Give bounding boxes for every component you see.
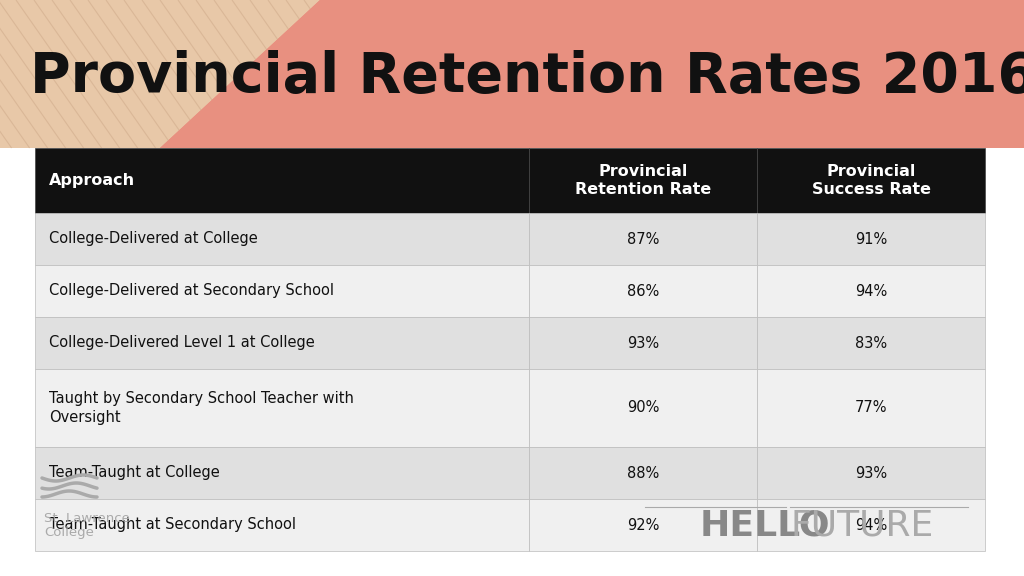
Text: Provincial Retention Rates 2016-17: Provincial Retention Rates 2016-17 <box>30 50 1024 104</box>
Bar <box>529 447 757 499</box>
Bar <box>35 369 529 447</box>
Bar <box>757 148 985 213</box>
Bar <box>757 317 985 369</box>
Text: 90%: 90% <box>627 400 659 415</box>
Text: 92%: 92% <box>627 517 659 532</box>
Bar <box>0 148 1024 576</box>
Text: Provincial
Retention Rate: Provincial Retention Rate <box>574 164 711 198</box>
Text: Provincial
Success Rate: Provincial Success Rate <box>811 164 931 198</box>
Bar <box>35 499 529 551</box>
Text: FUTURE: FUTURE <box>790 508 933 542</box>
Bar <box>529 148 757 213</box>
Text: 87%: 87% <box>627 232 659 247</box>
Text: 91%: 91% <box>855 232 887 247</box>
Bar <box>757 447 985 499</box>
Text: Approach: Approach <box>49 173 135 188</box>
Text: College-Delivered Level 1 at College: College-Delivered Level 1 at College <box>49 335 314 351</box>
Polygon shape <box>0 0 319 148</box>
Bar <box>529 265 757 317</box>
Bar <box>0 0 1024 148</box>
Bar <box>35 265 529 317</box>
Bar <box>35 317 529 369</box>
Bar <box>757 369 985 447</box>
Bar <box>529 369 757 447</box>
Polygon shape <box>160 0 1024 148</box>
Bar <box>757 213 985 265</box>
Text: 94%: 94% <box>855 517 887 532</box>
Text: 86%: 86% <box>627 283 659 298</box>
Text: Team-Taught at Secondary School: Team-Taught at Secondary School <box>49 517 296 532</box>
Text: College-Delivered at Secondary School: College-Delivered at Secondary School <box>49 283 334 298</box>
Text: College-Delivered at College: College-Delivered at College <box>49 232 258 247</box>
Text: 93%: 93% <box>855 465 887 480</box>
Bar <box>757 499 985 551</box>
Text: 94%: 94% <box>855 283 887 298</box>
Bar <box>35 213 529 265</box>
Text: College: College <box>44 526 94 539</box>
Text: St. Lawrence: St. Lawrence <box>44 512 130 525</box>
Bar <box>529 213 757 265</box>
Bar <box>35 447 529 499</box>
Text: 93%: 93% <box>627 335 659 351</box>
Text: HELLO: HELLO <box>700 508 830 542</box>
Text: 77%: 77% <box>855 400 887 415</box>
Text: 88%: 88% <box>627 465 659 480</box>
Text: Team-Taught at College: Team-Taught at College <box>49 465 220 480</box>
Bar <box>529 317 757 369</box>
Bar <box>35 148 529 213</box>
Text: 83%: 83% <box>855 335 887 351</box>
Text: Taught by Secondary School Teacher with
Oversight: Taught by Secondary School Teacher with … <box>49 391 354 425</box>
Bar <box>529 499 757 551</box>
Bar <box>757 265 985 317</box>
